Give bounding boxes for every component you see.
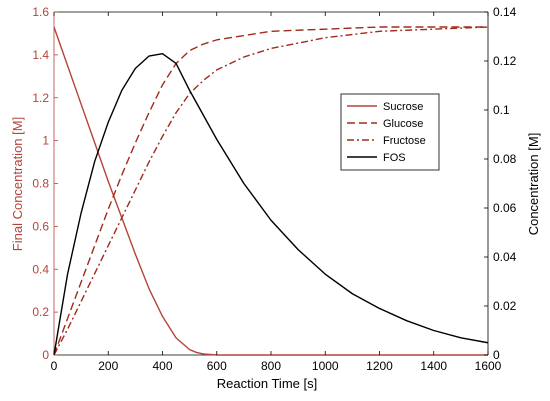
y-left-tick-label: 0.6 <box>32 219 49 233</box>
x-tick-label: 0 <box>51 359 58 373</box>
y-axis-left-title: Final Concentration [M] <box>10 117 25 251</box>
y-left-tick-label: 0.2 <box>32 305 49 319</box>
y-left-tick-label: 0.8 <box>32 177 49 191</box>
y-left-tick-label: 1.6 <box>32 5 49 19</box>
x-axis-title: Reaction Time [s] <box>217 376 317 391</box>
x-tick-label: 800 <box>261 359 281 373</box>
y-left-tick-label: 1.2 <box>32 91 49 105</box>
x-tick-label: 1200 <box>366 359 393 373</box>
legend-label: Sucrose <box>383 101 423 113</box>
x-tick-label: 1400 <box>420 359 447 373</box>
y-right-tick-label: 0.06 <box>493 201 517 215</box>
y-axis-right-title: Concentration [M] <box>526 133 541 236</box>
x-tick-label: 200 <box>98 359 118 373</box>
series-layer <box>53 26 489 356</box>
series-line-fos <box>53 52 489 356</box>
x-tick-label: 1600 <box>475 359 502 373</box>
y-left-tick-label: 0 <box>42 348 49 362</box>
y-left-tick-label: 0.4 <box>32 262 49 276</box>
y-right-tick-label: 0.08 <box>493 152 517 166</box>
legend-label: Fructose <box>383 135 426 147</box>
legend-label: Glucose <box>383 118 423 130</box>
y-right-tick-label: 0 <box>493 348 500 362</box>
series-line-fructose <box>53 26 489 356</box>
y-right-tick-label: 0.12 <box>493 54 517 68</box>
legend: Sucrose Glucose Fructose FOS <box>340 93 440 171</box>
y-right-tick-label: 0.14 <box>493 5 517 19</box>
ticks-layer: 0 200 400 600 800 1000 1200 1400 160000.20.40.60… <box>32 5 516 373</box>
x-tick-label: 1000 <box>312 359 339 373</box>
y-left-tick-label: 1 <box>42 134 49 148</box>
x-tick-label: 600 <box>207 359 227 373</box>
y-right-tick-label: 0.04 <box>493 250 517 264</box>
series-line-glucose <box>53 26 488 356</box>
legend-label: FOS <box>383 152 406 164</box>
x-tick-label: 400 <box>152 359 172 373</box>
y-left-tick-label: 1.4 <box>32 48 49 62</box>
series-line-sucrose <box>53 26 488 356</box>
y-right-tick-label: 0.1 <box>493 103 510 117</box>
y-right-tick-label: 0.02 <box>493 299 517 313</box>
